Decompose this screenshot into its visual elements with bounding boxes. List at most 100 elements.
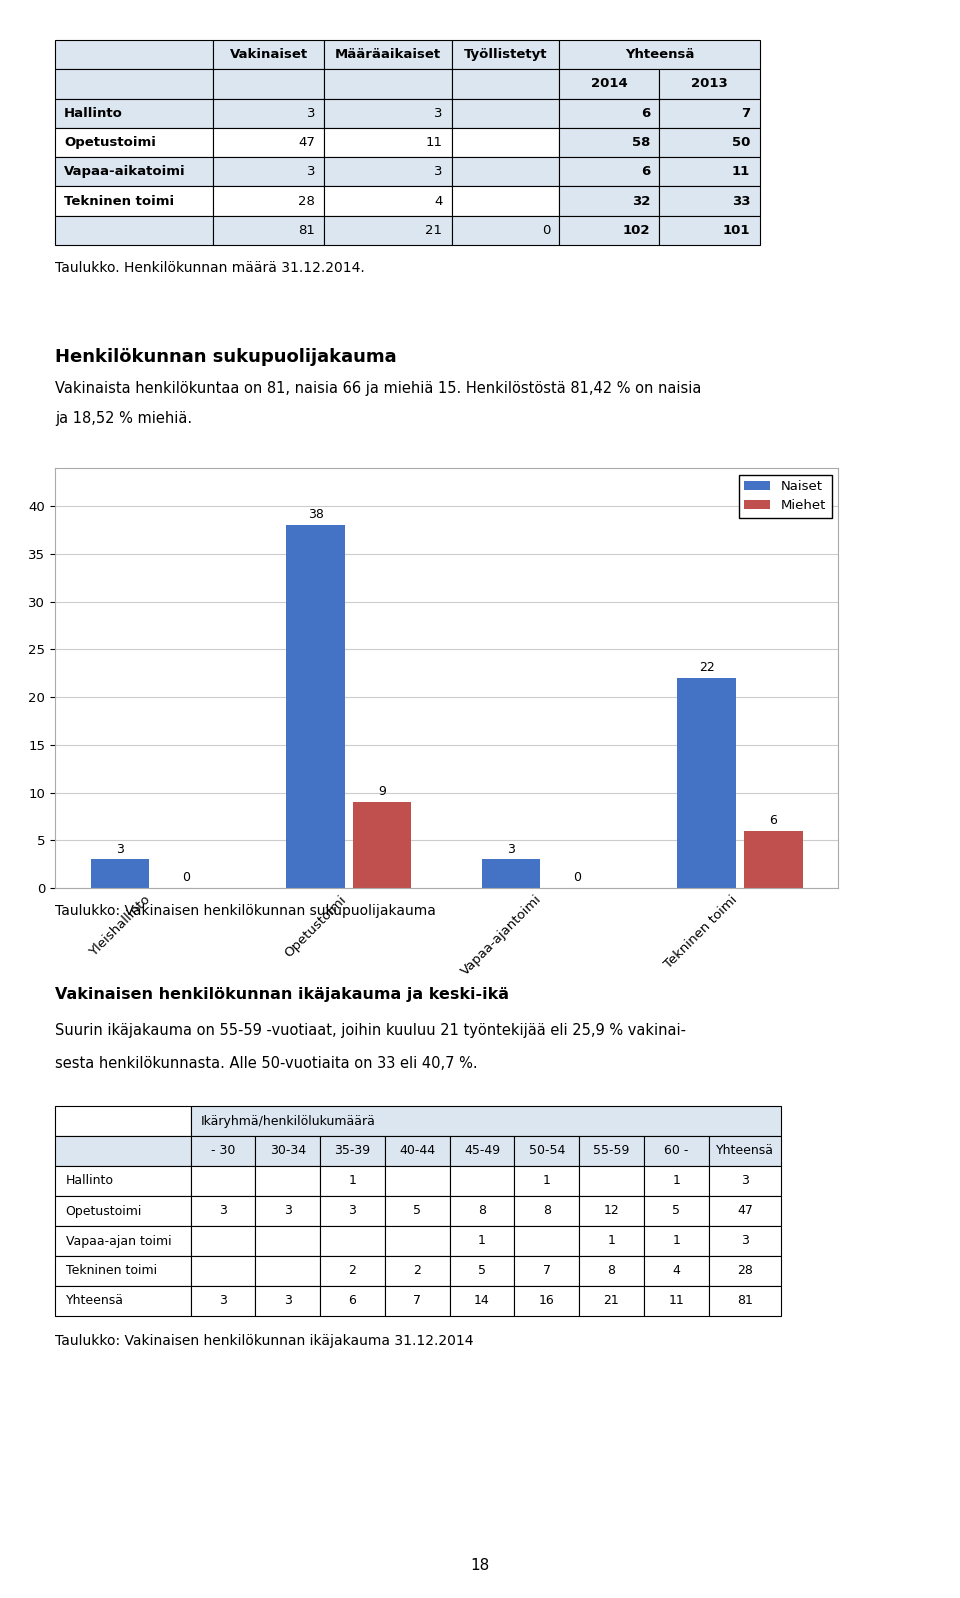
Bar [324,187,451,216]
Text: 3: 3 [219,1294,227,1307]
Text: 3: 3 [434,165,443,179]
Bar [55,157,213,187]
Text: 3: 3 [219,1205,227,1218]
Text: 8: 8 [478,1205,486,1218]
Bar [449,1286,515,1317]
Bar [55,69,213,99]
Text: 22: 22 [699,662,714,674]
Bar [515,1136,579,1167]
Bar [560,69,660,99]
Text: Määräaikaiset: Määräaikaiset [335,48,441,61]
Text: sesta henkilökunnasta. Alle 50-vuotiaita on 33 eli 40,7 %.: sesta henkilökunnasta. Alle 50-vuotiaita… [55,1056,478,1072]
Text: 50-54: 50-54 [529,1144,564,1157]
Text: 40-44: 40-44 [399,1144,435,1157]
Bar [213,40,324,69]
Text: 1: 1 [608,1235,615,1248]
Bar [515,1195,579,1226]
Text: 3: 3 [741,1175,749,1187]
Text: 6: 6 [769,813,778,826]
Bar [213,216,324,244]
Text: 50: 50 [732,136,751,149]
Text: 8: 8 [542,1205,551,1218]
Bar [191,1106,781,1136]
Bar [286,526,345,888]
Bar [55,1106,191,1136]
Text: 12: 12 [604,1205,619,1218]
Bar [55,1167,191,1195]
Text: 1: 1 [478,1235,486,1248]
Bar [55,187,213,216]
Text: 21: 21 [425,224,443,237]
Text: 2014: 2014 [591,77,628,91]
Bar [678,678,736,888]
Text: 16: 16 [539,1294,555,1307]
Text: ja 18,52 % miehiä.: ja 18,52 % miehiä. [55,411,192,425]
Text: 3: 3 [284,1294,292,1307]
Bar [579,1167,644,1195]
Text: 81: 81 [299,224,315,237]
Bar [213,157,324,187]
Bar [55,1256,191,1286]
Text: 3: 3 [307,165,315,179]
Bar [708,1256,781,1286]
Bar [255,1256,320,1286]
Bar [449,1136,515,1167]
Text: 2013: 2013 [691,77,728,91]
Text: Vapaa-ajan toimi: Vapaa-ajan toimi [65,1235,171,1248]
Bar [644,1256,708,1286]
Text: 102: 102 [623,224,650,237]
Bar [213,187,324,216]
Text: Vakinaista henkilökuntaa on 81, naisia 66 ja miehiä 15. Henkilöstöstä 81,42 % on: Vakinaista henkilökuntaa on 81, naisia 6… [55,380,702,395]
Text: Tekninen toimi: Tekninen toimi [65,1264,156,1277]
Text: 47: 47 [299,136,315,149]
Bar [515,1167,579,1195]
Bar [352,802,411,888]
Bar [660,187,759,216]
Bar [451,40,560,69]
Bar [324,40,451,69]
Bar [324,216,451,244]
Text: 4: 4 [434,195,443,208]
Bar [660,216,759,244]
Text: Ikäryhmä/henkilölukumäärä: Ikäryhmä/henkilölukumäärä [202,1114,376,1128]
Bar [515,1286,579,1317]
Bar [55,1195,191,1226]
Bar [385,1136,449,1167]
Text: 35-39: 35-39 [334,1144,371,1157]
Text: Opetustoimi: Opetustoimi [65,1205,142,1218]
Text: 3: 3 [434,107,443,120]
Bar [385,1256,449,1286]
Bar [449,1256,515,1286]
Text: 5: 5 [478,1264,486,1277]
Text: 2: 2 [348,1264,356,1277]
Text: Yhteensä: Yhteensä [716,1144,774,1157]
Bar [191,1286,255,1317]
Text: 3: 3 [307,107,315,120]
Bar [560,187,660,216]
Bar [560,157,660,187]
Bar [385,1226,449,1256]
Bar [320,1167,385,1195]
Bar [191,1256,255,1286]
Text: 11: 11 [425,136,443,149]
Bar [708,1136,781,1167]
Text: 28: 28 [299,195,315,208]
Text: 5: 5 [413,1205,421,1218]
Text: Suurin ikäjakauma on 55-59 -vuotiaat, joihin kuuluu 21 työntekijää eli 25,9 % va: Suurin ikäjakauma on 55-59 -vuotiaat, jo… [55,1023,686,1037]
Bar [708,1286,781,1317]
Text: 45-49: 45-49 [464,1144,500,1157]
Bar [579,1136,644,1167]
Bar [644,1226,708,1256]
Text: 6: 6 [348,1294,356,1307]
Bar [560,99,660,128]
Legend: Naiset, Miehet: Naiset, Miehet [738,475,831,518]
Text: 1: 1 [542,1175,551,1187]
Text: 33: 33 [732,195,751,208]
Text: 2: 2 [414,1264,421,1277]
Text: 11: 11 [668,1294,684,1307]
Text: 0: 0 [574,871,582,884]
Bar [55,216,213,244]
Bar [255,1286,320,1317]
Text: Hallinto: Hallinto [65,1175,113,1187]
Bar [482,860,540,888]
